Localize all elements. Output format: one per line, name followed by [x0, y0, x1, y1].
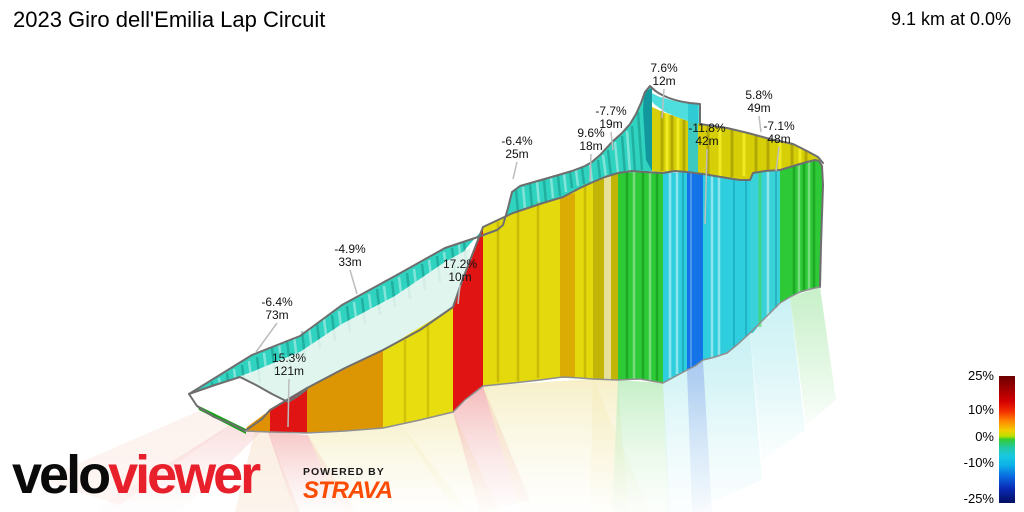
inner-face-band	[240, 248, 470, 400]
legend-tick-label: 25%	[967, 368, 994, 383]
segment-gradient: 5.8%	[745, 88, 773, 102]
segment-height: 19m	[599, 117, 623, 131]
leader-line	[610, 131, 614, 151]
segment-height: 49m	[747, 101, 771, 115]
segment-gradient: 17.2%	[442, 257, 478, 271]
segment-annotation: 7.6% 12m	[650, 62, 677, 88]
leader-line	[457, 284, 461, 305]
strava-branding: POWERED BY STRAVA	[303, 466, 393, 504]
segment-gradient: 15.3%	[271, 351, 307, 365]
segment-annotation: -6.4% 25m	[501, 135, 532, 161]
page-title: 2023 Giro dell'Emilia Lap Circuit	[13, 7, 326, 32]
logo-velo-text: velo	[12, 445, 111, 505]
segment-gradient: -7.1%	[763, 119, 795, 133]
front-climb-ribbon	[245, 160, 823, 433]
annotation-leader-lines	[255, 88, 780, 428]
segment-height: 25m	[505, 147, 529, 161]
segment-annotation: 15.3% 121m	[272, 352, 306, 378]
leader-line	[661, 88, 665, 119]
segment-annotation: 5.8% 49m	[745, 89, 772, 115]
leader-line	[704, 148, 708, 225]
segment-annotation: 9.6% 18m	[577, 127, 604, 153]
segment-height: 33m	[338, 255, 362, 269]
segment-height: 12m	[652, 74, 676, 88]
segment-gradient: 7.6%	[650, 61, 678, 75]
leader-line	[589, 153, 592, 182]
logo-viewer-text: viewer	[108, 445, 261, 505]
leader-line	[255, 322, 278, 353]
segment-gradient: -7.7%	[595, 104, 627, 118]
segment-annotation: -7.1% 48m	[763, 120, 794, 146]
segment-height: 48m	[767, 132, 791, 146]
segment-gradient: -11.8%	[688, 121, 726, 135]
segment-height: 18m	[579, 139, 603, 153]
segment-annotation: -7.7% 19m	[595, 105, 626, 131]
reflection-layer	[0, 287, 1024, 512]
summit-cap	[643, 88, 700, 172]
segment-gradient: -6.4%	[261, 295, 293, 309]
legend-tick-label: 10%	[967, 402, 994, 417]
route-summary: 9.1 km at 0.0%	[890, 9, 1011, 29]
gradient-legend-bar	[999, 376, 1015, 503]
segment-annotation: 17.2% 10m	[443, 258, 477, 284]
leader-line	[758, 115, 762, 133]
leader-line	[287, 378, 290, 428]
segment-height: 10m	[448, 270, 472, 284]
leader-line	[775, 146, 780, 172]
segment-annotation: -11.8% 42m	[688, 122, 725, 148]
legend-tick-label: -25%	[963, 491, 994, 506]
segment-gradient: -4.9%	[334, 242, 366, 256]
legend-tick-label: -10%	[963, 455, 994, 470]
segment-annotation: -4.9% 33m	[334, 243, 365, 269]
segment-height: 121m	[273, 364, 305, 378]
segment-height: 73m	[265, 308, 289, 322]
segment-annotation: -6.4% 73m	[261, 296, 292, 322]
segment-gradient: 9.6%	[577, 126, 605, 140]
profile-lower-edges	[244, 286, 821, 434]
veloviewer-logo: veloviewer	[12, 445, 261, 505]
segment-gradient: -6.4%	[501, 134, 533, 148]
profile-edges	[188, 85, 824, 432]
leader-line	[349, 269, 358, 295]
strava-logo-text: STRAVA	[303, 477, 393, 504]
legend-tick-label: 0%	[975, 429, 994, 444]
powered-by-label: POWERED BY	[303, 466, 385, 478]
segment-height: 42m	[695, 134, 719, 148]
leader-line	[512, 161, 518, 180]
